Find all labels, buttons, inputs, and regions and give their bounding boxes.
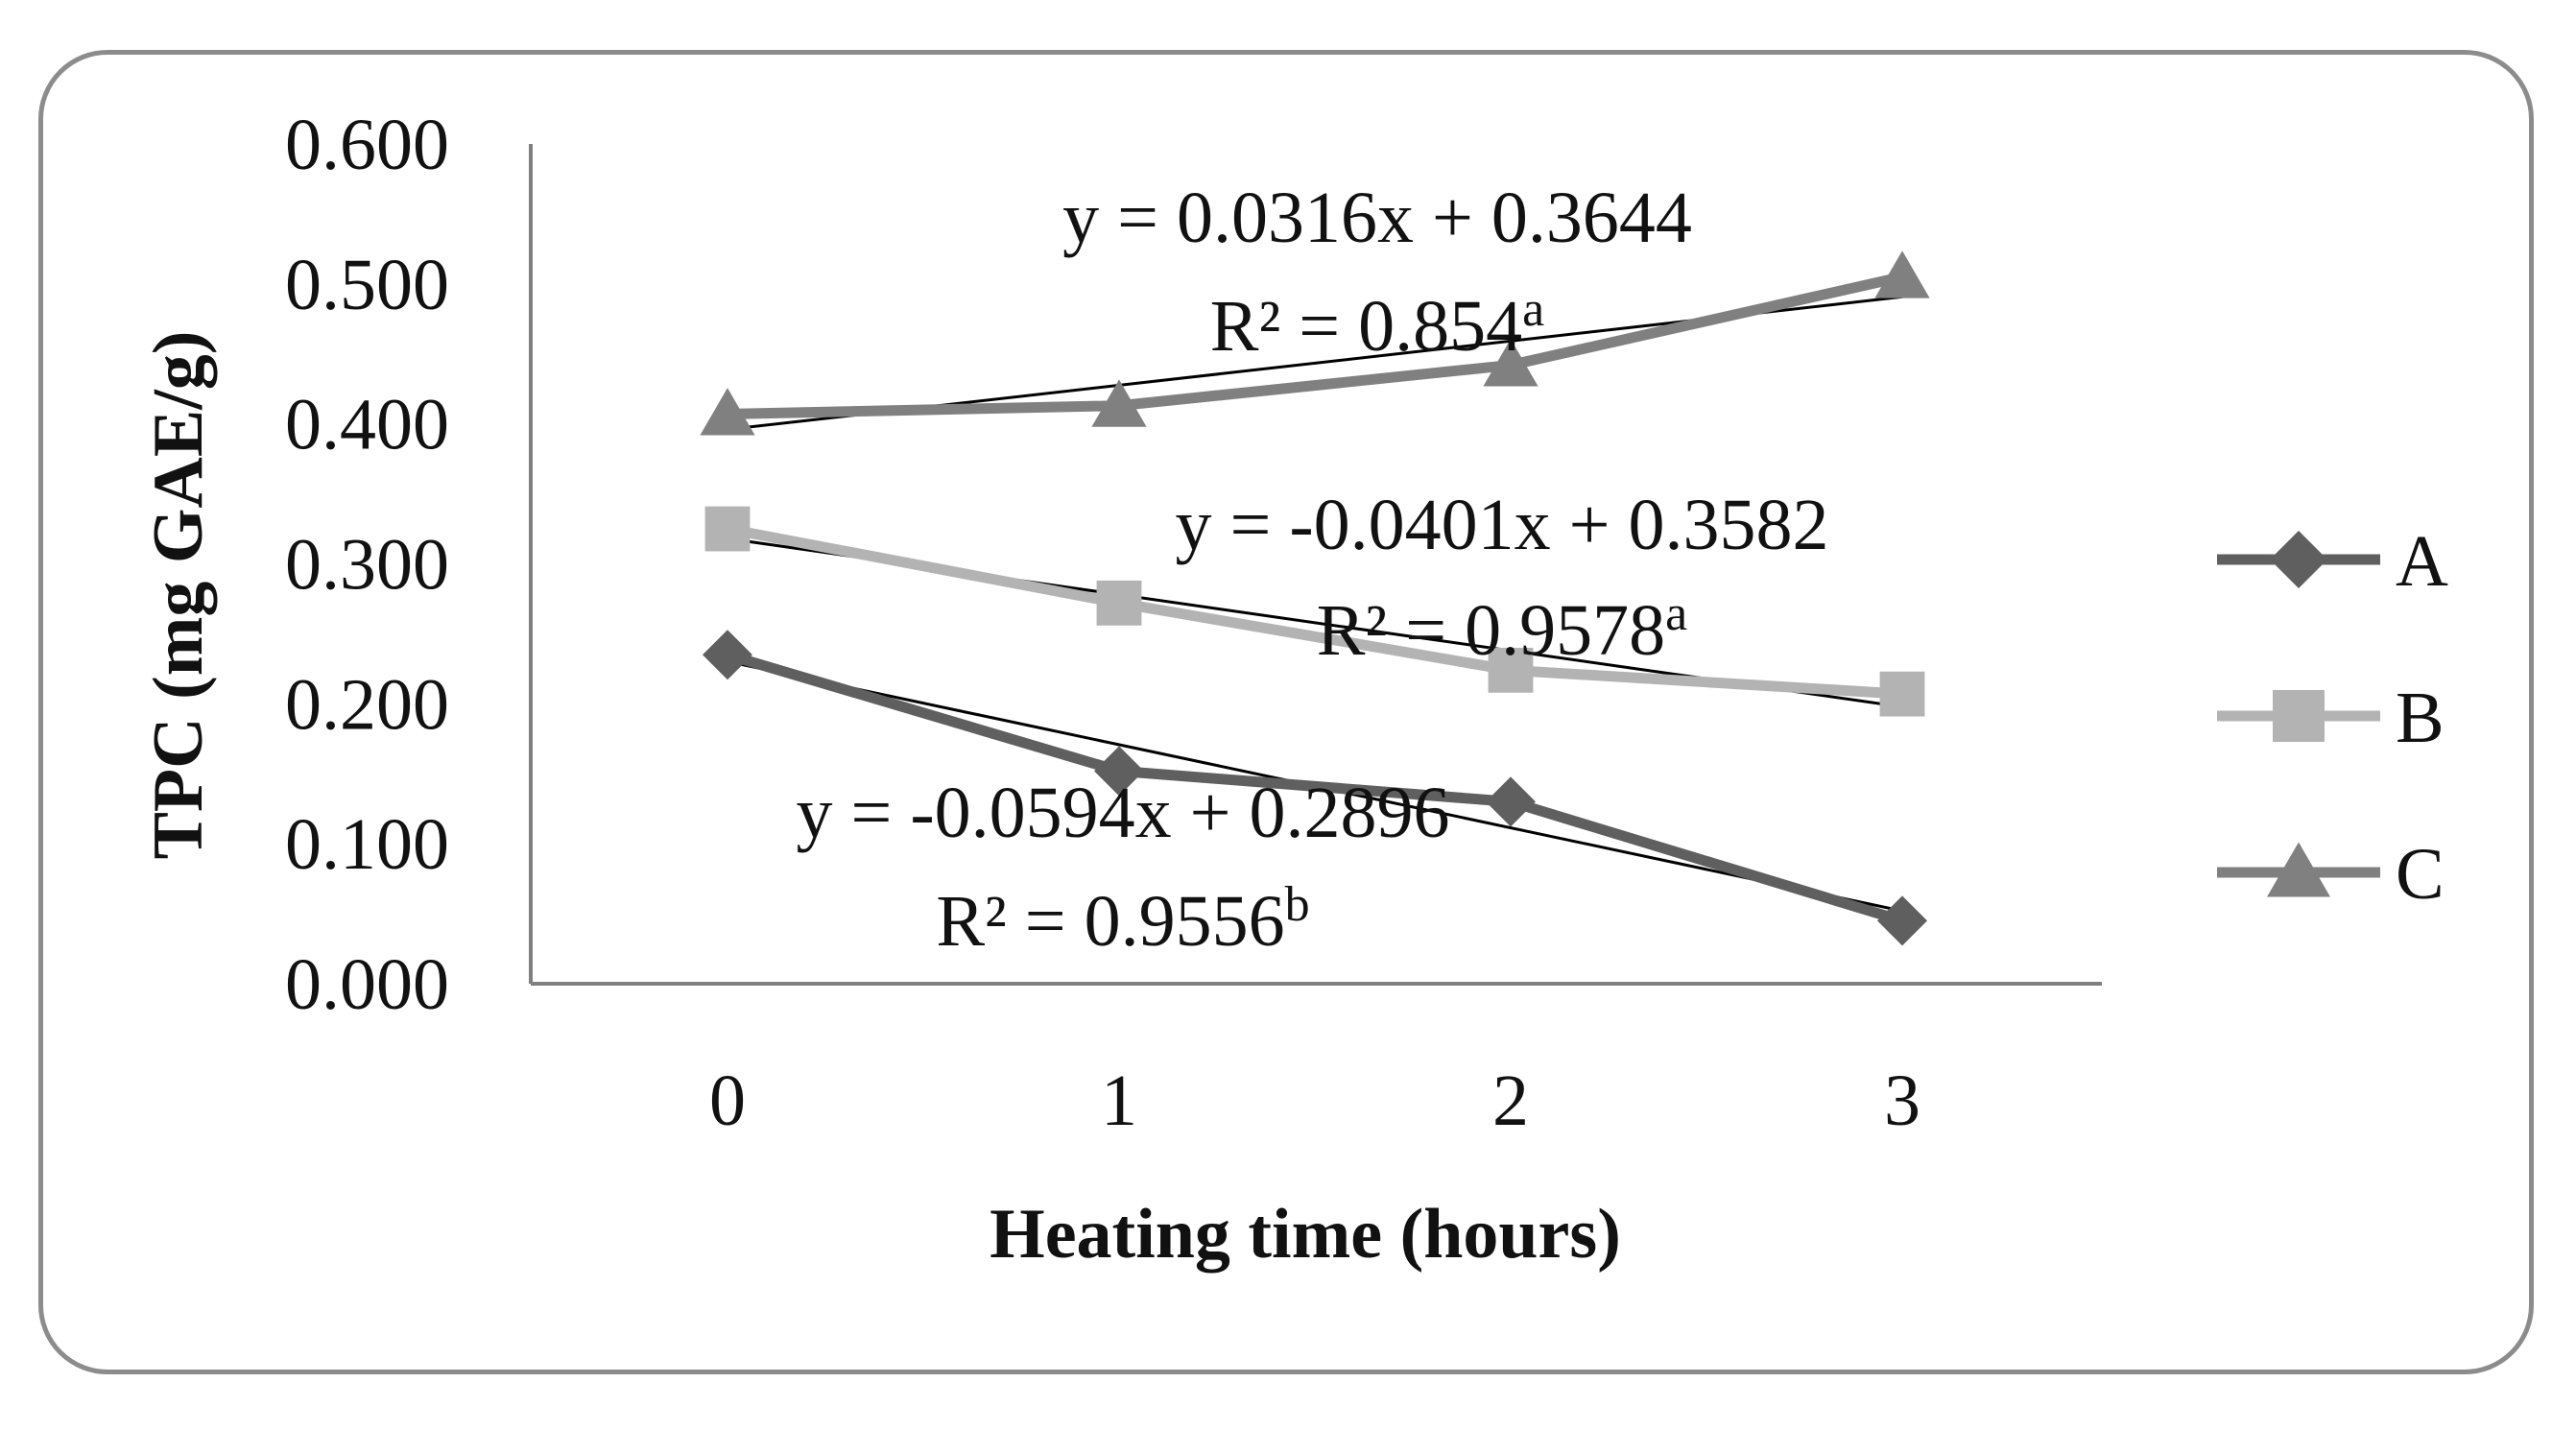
axes — [529, 144, 2102, 986]
series-line-c — [727, 272, 1904, 419]
series-line-b — [726, 523, 1903, 700]
y-tick-label: 0.400 — [285, 385, 449, 465]
data-point-a — [703, 630, 752, 680]
y-tick-label: 0.000 — [285, 944, 449, 1025]
x-tick-labels: 0 1 2 3 — [709, 1061, 1920, 1141]
data-point-c — [1091, 379, 1147, 427]
series-line-a — [726, 650, 1904, 926]
trend-r2-b: R² = 0.9578a — [1317, 586, 1687, 671]
trend-equation-b: y = -0.0401x + 0.3582 — [1175, 485, 1828, 565]
trend-r2-superscript-c: a — [1522, 282, 1544, 337]
trend-equation-a: y = -0.0594x + 0.2896 — [796, 773, 1449, 853]
chart-frame — [38, 50, 2534, 1374]
legend-marker-c — [2267, 842, 2330, 897]
data-point-a — [1094, 746, 1144, 797]
trend-equation-c: y = 0.0316x + 0.3644 — [1062, 178, 1692, 258]
data-point-a — [1877, 895, 1927, 946]
x-tick-label: 3 — [1884, 1061, 1920, 1141]
y-tick-label: 0.200 — [285, 664, 449, 745]
data-point-b — [1096, 580, 1142, 626]
legend-label-b: B — [2396, 678, 2445, 758]
data-point-c — [700, 388, 755, 436]
legend: ABC — [2217, 521, 2448, 915]
y-tick-label: 0.100 — [285, 804, 449, 885]
data-point-b — [1488, 647, 1534, 693]
x-tick-label: 0 — [709, 1061, 746, 1141]
data-point-b — [704, 506, 751, 552]
data-point-c — [1874, 250, 1930, 298]
trend-r2-superscript-b: a — [1665, 586, 1687, 641]
trendline-equations: y = -0.0594x + 0.2896 R² = 0.9556b y = -0.… — [796, 178, 1828, 962]
legend-marker-b — [2273, 690, 2325, 742]
x-tick-label: 2 — [1492, 1061, 1529, 1141]
y-tick-label: 0.300 — [285, 525, 449, 606]
trend-r2-c: R² = 0.854a — [1210, 282, 1544, 367]
data-point-c — [1483, 339, 1538, 387]
trend-r2-a: R² = 0.9556b — [936, 877, 1309, 962]
legend-marker-a — [2270, 531, 2327, 588]
x-axis-title: Heating time (hours) — [990, 1195, 1621, 1274]
y-tick-labels: 0.000 0.100 0.200 0.300 0.400 0.500 0.600 — [285, 105, 449, 1025]
data-point-a — [1486, 776, 1536, 827]
trend-r2-superscript-a: b — [1285, 877, 1310, 932]
y-axis-title: TPC (mg GAE/g) — [139, 331, 218, 860]
y-tick-label: 0.500 — [285, 245, 449, 325]
y-tick-label: 0.600 — [285, 105, 449, 185]
data-point-b — [1879, 671, 1925, 717]
series-lines — [700, 250, 1930, 946]
x-tick-label: 1 — [1101, 1061, 1137, 1141]
legend-label-a: A — [2396, 521, 2448, 602]
legend-label-c: C — [2396, 834, 2445, 915]
